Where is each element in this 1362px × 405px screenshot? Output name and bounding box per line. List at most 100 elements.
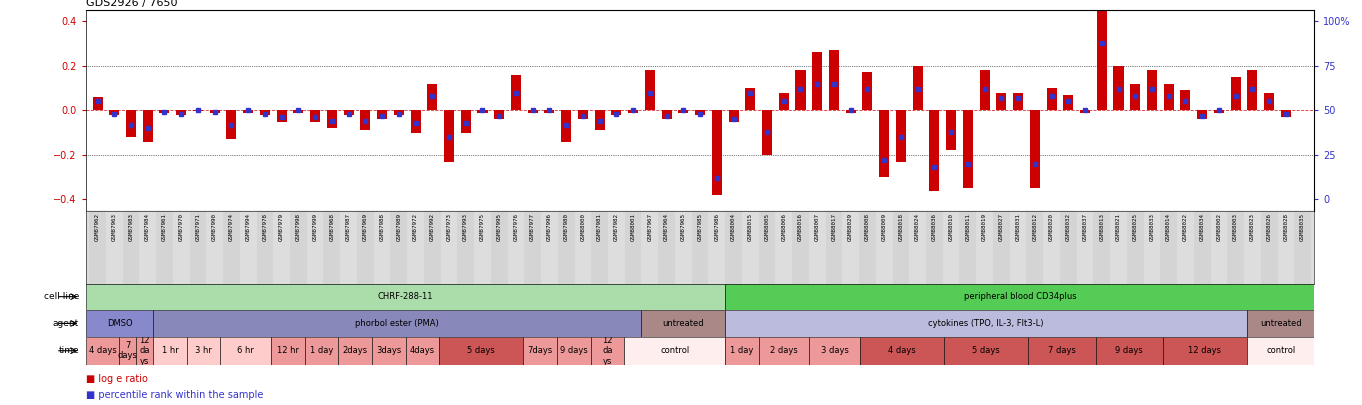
Text: GSM88035: GSM88035 <box>1301 213 1305 241</box>
Bar <box>524 211 541 284</box>
Bar <box>1114 66 1124 111</box>
Bar <box>123 211 139 284</box>
Text: GSM88009: GSM88009 <box>881 213 887 241</box>
Bar <box>795 70 805 111</box>
Text: 7days: 7days <box>527 346 553 355</box>
Text: control: control <box>661 346 689 355</box>
Text: DMSO: DMSO <box>106 319 132 328</box>
Bar <box>1194 211 1211 284</box>
Text: GSM87977: GSM87977 <box>530 213 535 241</box>
Bar <box>862 72 873 111</box>
Bar <box>1027 211 1043 284</box>
Bar <box>187 337 221 364</box>
Bar <box>1043 211 1060 284</box>
Bar <box>274 211 290 284</box>
Bar <box>775 211 793 284</box>
Bar <box>109 111 120 115</box>
Bar <box>607 211 625 284</box>
Bar <box>276 111 286 122</box>
Text: GSM88031: GSM88031 <box>1016 213 1020 241</box>
Bar <box>1163 84 1174 111</box>
Bar <box>474 211 490 284</box>
Bar <box>876 211 892 284</box>
Bar <box>226 111 237 139</box>
Text: GSM87968: GSM87968 <box>330 213 334 241</box>
Bar <box>926 211 943 284</box>
Bar <box>361 111 370 130</box>
Bar <box>993 211 1009 284</box>
Text: GSM88036: GSM88036 <box>932 213 937 241</box>
Bar <box>577 111 588 119</box>
Bar <box>136 337 153 364</box>
Bar <box>624 337 726 364</box>
Bar <box>726 337 759 364</box>
Bar <box>1095 337 1163 364</box>
Bar <box>1211 211 1227 284</box>
Bar <box>644 70 655 111</box>
Bar <box>86 284 726 310</box>
Bar <box>1261 211 1278 284</box>
Bar <box>327 111 336 128</box>
Bar <box>695 111 706 115</box>
Bar <box>428 84 437 111</box>
Bar <box>260 111 270 115</box>
Bar <box>338 337 372 364</box>
Text: agent: agent <box>53 319 79 328</box>
Bar <box>478 111 488 113</box>
Text: GSM87970: GSM87970 <box>178 213 184 241</box>
Bar <box>1244 211 1261 284</box>
Bar <box>761 111 772 155</box>
Bar <box>678 111 688 113</box>
Text: GSM87965: GSM87965 <box>681 213 686 241</box>
Text: GSM87999: GSM87999 <box>313 213 317 241</box>
Bar <box>793 211 809 284</box>
Bar <box>153 310 642 337</box>
Bar <box>846 111 855 113</box>
Bar <box>997 93 1007 111</box>
Bar <box>557 337 591 364</box>
Bar <box>943 211 959 284</box>
Bar <box>244 111 253 113</box>
Bar <box>1248 70 1257 111</box>
Bar <box>628 111 639 113</box>
Bar <box>1231 77 1241 111</box>
Text: 4 days: 4 days <box>888 346 915 355</box>
Bar <box>406 337 439 364</box>
Text: GSM88029: GSM88029 <box>849 213 853 241</box>
Text: GSM88004: GSM88004 <box>731 213 735 241</box>
Bar <box>1147 70 1156 111</box>
Text: GSM87987: GSM87987 <box>346 213 351 241</box>
Bar <box>410 111 421 133</box>
Bar <box>306 211 324 284</box>
Bar <box>311 111 320 122</box>
Bar <box>290 211 306 284</box>
Bar <box>708 211 725 284</box>
Bar <box>692 211 708 284</box>
Text: GSM88007: GSM88007 <box>814 213 820 241</box>
Bar <box>424 211 441 284</box>
Bar <box>305 337 338 364</box>
Bar <box>527 111 538 113</box>
Text: GSM88016: GSM88016 <box>798 213 804 241</box>
Text: untreated: untreated <box>662 319 704 328</box>
Bar <box>591 211 607 284</box>
Bar <box>1278 211 1294 284</box>
Bar <box>896 111 906 162</box>
Text: GSM88022: GSM88022 <box>1184 213 1188 241</box>
Bar <box>759 337 809 364</box>
Bar <box>1144 211 1160 284</box>
Text: GSM88001: GSM88001 <box>631 213 636 241</box>
Bar <box>1197 111 1207 119</box>
Text: GDS2926 / 7650: GDS2926 / 7650 <box>86 0 177 8</box>
Text: GSM88013: GSM88013 <box>1099 213 1105 241</box>
Bar <box>726 284 1314 310</box>
Bar <box>625 211 642 284</box>
Bar <box>221 337 271 364</box>
Text: cytokines (TPO, IL-3, Flt3-L): cytokines (TPO, IL-3, Flt3-L) <box>929 319 1043 328</box>
Bar <box>1181 90 1190 111</box>
Bar <box>910 211 926 284</box>
Text: GSM87994: GSM87994 <box>245 213 251 241</box>
Text: GSM87996: GSM87996 <box>548 213 552 241</box>
Text: GSM88000: GSM88000 <box>580 213 586 241</box>
Text: GSM87961: GSM87961 <box>162 213 168 241</box>
